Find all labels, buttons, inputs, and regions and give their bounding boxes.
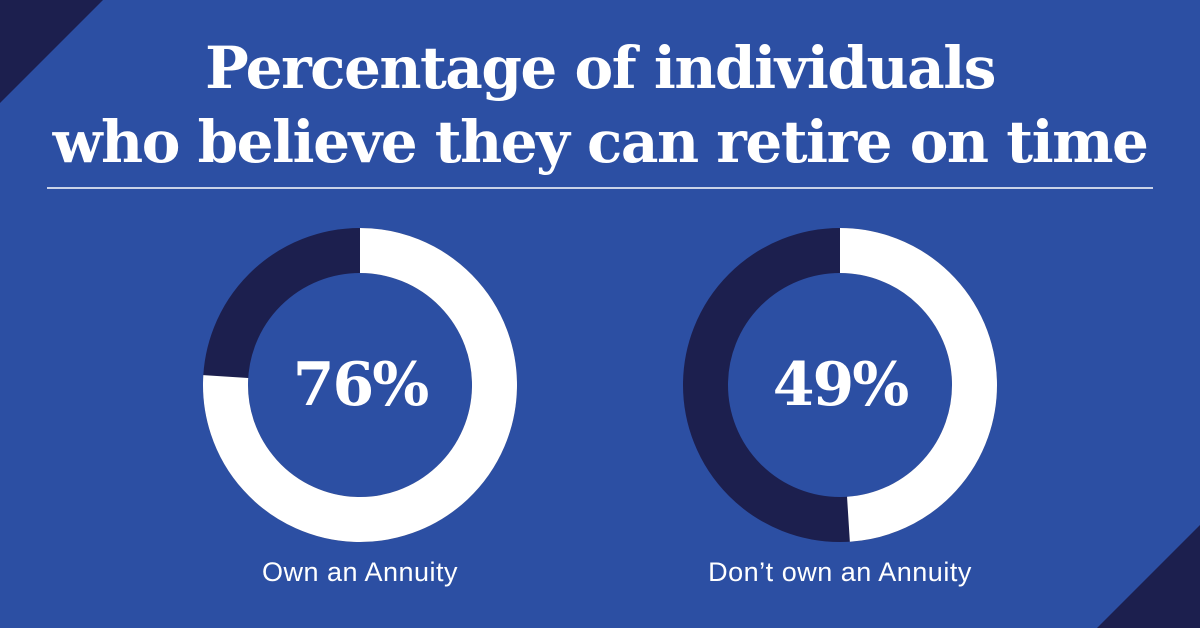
value-label: 49% [773, 350, 908, 420]
title-line: who believe they can retire on time [52, 108, 1148, 176]
value-label: 76% [293, 350, 428, 420]
donut-arc [839, 228, 997, 542]
corner-decoration [1097, 525, 1200, 628]
corner-decoration [0, 0, 103, 103]
donut-arc [203, 228, 517, 542]
donut-caption: Own an Annuity [262, 557, 458, 587]
donut-caption: Don’t own an Annuity [708, 557, 972, 587]
title-line: Percentage of individuals [205, 34, 995, 102]
